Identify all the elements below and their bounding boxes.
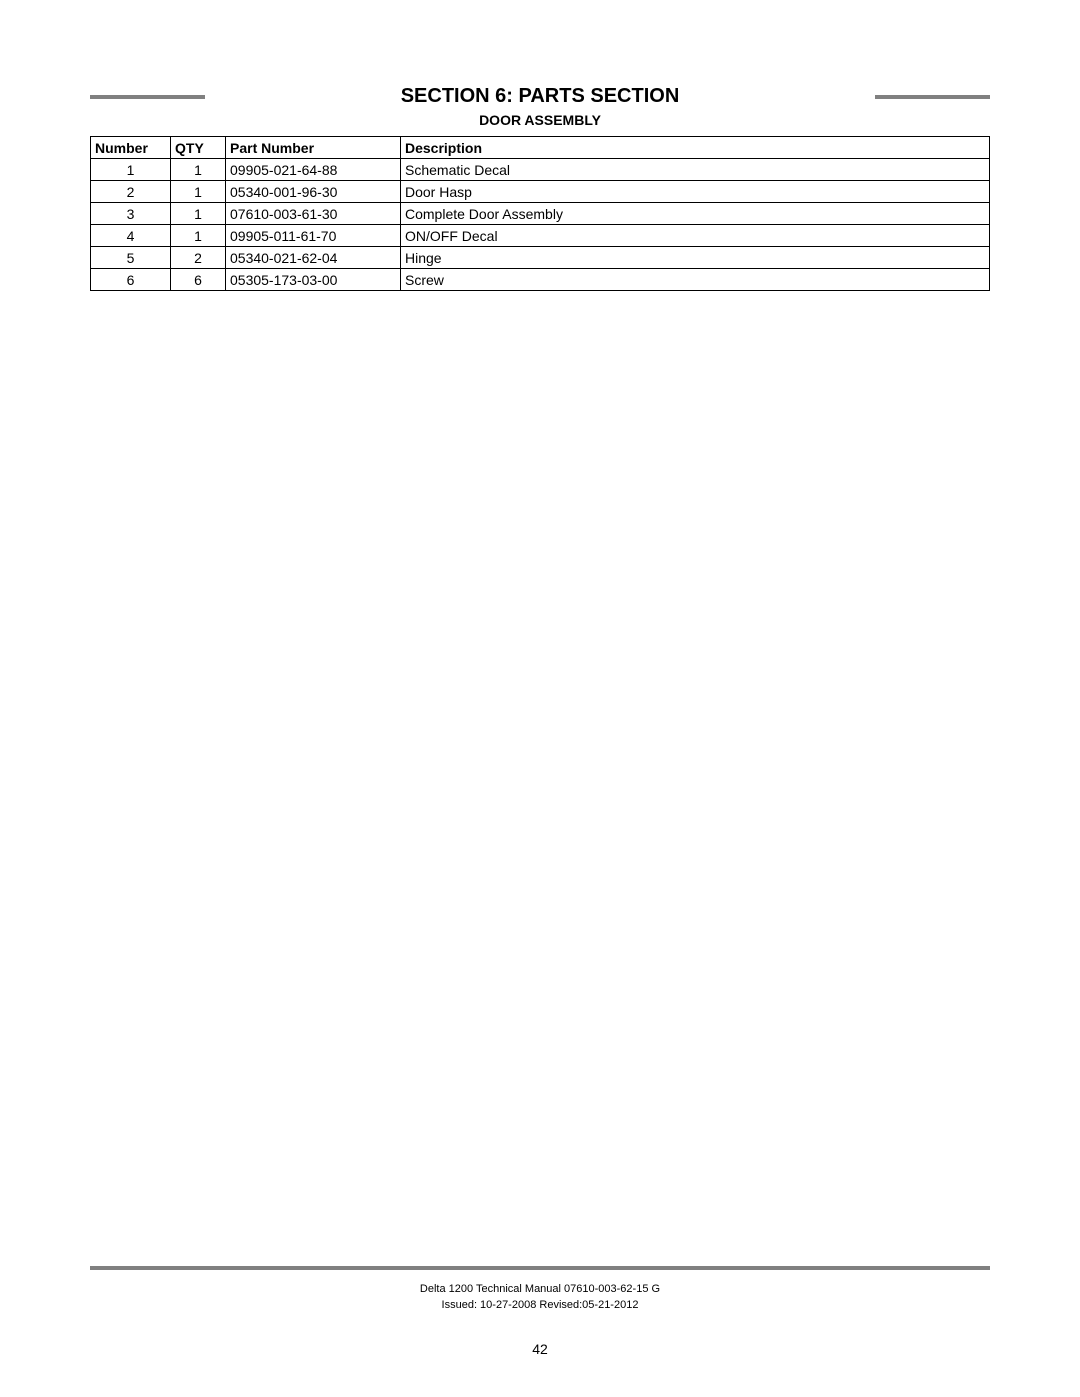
col-header-partnumber: Part Number [226, 137, 401, 159]
table-body: 1 1 09905-021-64-88 Schematic Decal 2 1 … [91, 159, 990, 291]
page-number: 42 [90, 1341, 990, 1357]
cell-number: 2 [91, 181, 171, 203]
cell-qty: 1 [171, 203, 226, 225]
cell-qty: 6 [171, 269, 226, 291]
footer-line2: Issued: 10-27-2008 Revised:05-21-2012 [90, 1298, 990, 1313]
cell-description: Schematic Decal [401, 159, 990, 181]
section-title: SECTION 6: PARTS SECTION [205, 85, 875, 108]
col-header-qty: QTY [171, 137, 226, 159]
cell-partnumber: 07610-003-61-30 [226, 203, 401, 225]
header-rule-left [90, 95, 205, 99]
cell-partnumber: 09905-011-61-70 [226, 225, 401, 247]
col-header-number: Number [91, 137, 171, 159]
header-rule-right [875, 95, 990, 99]
footer-line1: Delta 1200 Technical Manual 07610-003-62… [90, 1282, 990, 1297]
footer-text: Delta 1200 Technical Manual 07610-003-62… [90, 1282, 990, 1313]
col-header-description: Description [401, 137, 990, 159]
parts-table: Number QTY Part Number Description 1 1 0… [90, 136, 990, 291]
table-header-row: Number QTY Part Number Description [91, 137, 990, 159]
cell-partnumber: 05305-173-03-00 [226, 269, 401, 291]
cell-number: 6 [91, 269, 171, 291]
cell-qty: 1 [171, 181, 226, 203]
table-row: 6 6 05305-173-03-00 Screw [91, 269, 990, 291]
footer-rule [90, 1266, 990, 1270]
cell-description: Screw [401, 269, 990, 291]
cell-description: ON/OFF Decal [401, 225, 990, 247]
cell-number: 5 [91, 247, 171, 269]
cell-description: Door Hasp [401, 181, 990, 203]
table-row: 2 1 05340-001-96-30 Door Hasp [91, 181, 990, 203]
cell-qty: 1 [171, 225, 226, 247]
cell-description: Hinge [401, 247, 990, 269]
cell-number: 4 [91, 225, 171, 247]
subtitle: DOOR ASSEMBLY [90, 112, 990, 128]
cell-description: Complete Door Assembly [401, 203, 990, 225]
cell-number: 3 [91, 203, 171, 225]
cell-partnumber: 05340-001-96-30 [226, 181, 401, 203]
footer: Delta 1200 Technical Manual 07610-003-62… [90, 1266, 990, 1357]
page-container: SECTION 6: PARTS SECTION DOOR ASSEMBLY N… [0, 0, 1080, 1397]
cell-qty: 1 [171, 159, 226, 181]
table-row: 1 1 09905-021-64-88 Schematic Decal [91, 159, 990, 181]
cell-number: 1 [91, 159, 171, 181]
table-row: 3 1 07610-003-61-30 Complete Door Assemb… [91, 203, 990, 225]
cell-partnumber: 05340-021-62-04 [226, 247, 401, 269]
table-row: 5 2 05340-021-62-04 Hinge [91, 247, 990, 269]
cell-qty: 2 [171, 247, 226, 269]
header-row: SECTION 6: PARTS SECTION [90, 85, 990, 108]
table-row: 4 1 09905-011-61-70 ON/OFF Decal [91, 225, 990, 247]
cell-partnumber: 09905-021-64-88 [226, 159, 401, 181]
